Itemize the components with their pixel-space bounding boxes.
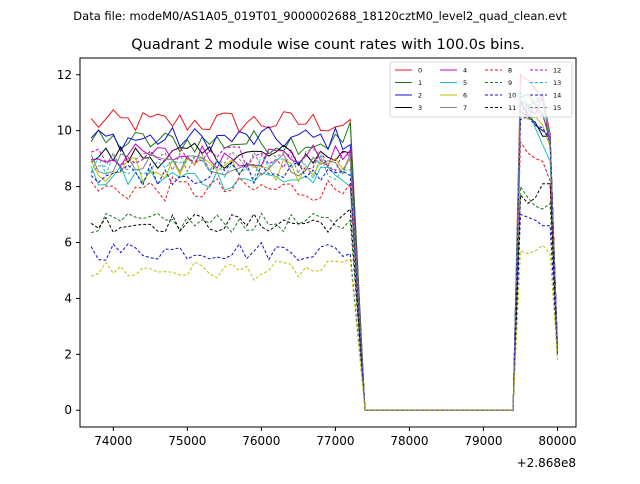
series-line-13 bbox=[90, 96, 558, 411]
x-tick-label: 77000 bbox=[316, 434, 354, 448]
legend-label-12: 12 bbox=[553, 67, 561, 75]
x-tick-label: 80000 bbox=[538, 434, 576, 448]
x-tick-label: 76000 bbox=[242, 434, 280, 448]
series-line-9 bbox=[90, 185, 558, 411]
legend-label-0: 0 bbox=[418, 67, 422, 75]
axes: 74000 75000 76000 77000 78000 79000 80000 0 2 4 6 8… bbox=[57, 57, 577, 448]
legend-label-6: 6 bbox=[463, 92, 467, 100]
legend-label-3: 3 bbox=[418, 104, 422, 112]
series-line-5 bbox=[90, 89, 558, 411]
y-tick-label: 8 bbox=[64, 180, 72, 194]
legend-label-2: 2 bbox=[418, 92, 422, 100]
legend-label-15: 15 bbox=[553, 104, 561, 112]
series-line-0 bbox=[90, 73, 558, 411]
legend-box bbox=[389, 61, 573, 118]
legend-label-5: 5 bbox=[463, 79, 467, 87]
y-tick-label: 12 bbox=[57, 68, 72, 82]
series-line-6 bbox=[90, 109, 558, 411]
x-tick-label: 75000 bbox=[168, 434, 206, 448]
series-line-2 bbox=[90, 101, 558, 411]
legend-label-13: 13 bbox=[553, 79, 561, 87]
y-tick-label: 2 bbox=[64, 347, 72, 361]
series-line-8 bbox=[90, 140, 558, 411]
x-tick-label: 79000 bbox=[464, 434, 502, 448]
series-line-12 bbox=[90, 103, 558, 411]
series-line-unlabeled bbox=[90, 244, 558, 411]
series-line-4 bbox=[91, 95, 558, 411]
series-line-14 bbox=[90, 116, 558, 411]
series-line-11 bbox=[90, 183, 558, 411]
series-line-15 bbox=[90, 89, 558, 411]
x-tick-label: 78000 bbox=[390, 434, 428, 448]
legend-label-14: 14 bbox=[553, 92, 561, 100]
x-offset-label: +2.868e8 bbox=[517, 456, 576, 470]
plot-area bbox=[90, 73, 558, 411]
series-line-3 bbox=[90, 110, 558, 411]
legend-label-10: 10 bbox=[508, 92, 516, 100]
chart-title: Quadrant 2 module wise count rates with … bbox=[131, 37, 525, 53]
series-line-10 bbox=[90, 213, 558, 411]
y-tick-label: 10 bbox=[57, 124, 72, 138]
legend-label-1: 1 bbox=[418, 79, 422, 87]
x-tick-label: 74000 bbox=[94, 434, 132, 448]
suptitle: Data file: modeM0/AS1A05_019T01_90000026… bbox=[73, 9, 567, 23]
legend-label-4: 4 bbox=[463, 67, 467, 75]
legend-label-7: 7 bbox=[463, 104, 467, 112]
legend-label-11: 11 bbox=[508, 104, 516, 112]
y-tick-label: 0 bbox=[64, 403, 72, 417]
legend-label-9: 9 bbox=[508, 79, 512, 87]
y-tick-label: 4 bbox=[64, 291, 72, 305]
legend-label-8: 8 bbox=[508, 67, 512, 75]
y-tick-label: 6 bbox=[64, 236, 72, 250]
